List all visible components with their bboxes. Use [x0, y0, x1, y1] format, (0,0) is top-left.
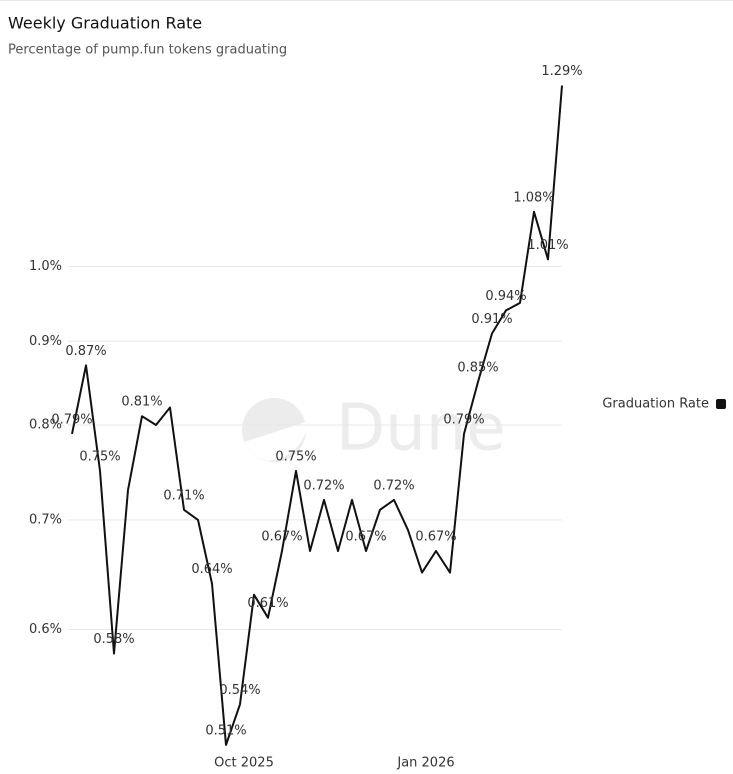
- y-tick-label: 0.6%: [29, 622, 62, 637]
- chart-subtitle: Percentage of pump.fun tokens graduating: [8, 43, 287, 58]
- data-label: 1.08%: [513, 190, 554, 205]
- data-label: 0.61%: [247, 596, 288, 611]
- chart-title: Weekly Graduation Rate: [8, 14, 202, 33]
- legend-swatch: [716, 399, 726, 409]
- data-label: 0.51%: [205, 723, 246, 738]
- x-tick-label: Jan 2026: [396, 756, 454, 771]
- data-label: 0.72%: [303, 478, 344, 493]
- data-label: 0.67%: [261, 530, 302, 545]
- watermark-logo-cut: [244, 422, 306, 461]
- x-tick-label: Oct 2025: [214, 756, 274, 771]
- data-label: 0.64%: [191, 562, 232, 577]
- data-label: 0.75%: [275, 449, 316, 464]
- data-label: 0.67%: [345, 530, 386, 545]
- data-label: 1.01%: [527, 238, 568, 253]
- data-label: 0.71%: [163, 488, 204, 503]
- data-label: 0.91%: [471, 312, 512, 327]
- y-tick-label: 1.0%: [29, 259, 62, 274]
- data-label: 0.79%: [51, 412, 92, 427]
- y-tick-label: 0.9%: [29, 334, 62, 349]
- y-tick-label: 0.8%: [29, 418, 62, 433]
- data-label: 0.94%: [485, 289, 526, 304]
- data-label: 0.58%: [93, 632, 134, 647]
- data-label: 0.87%: [65, 344, 106, 359]
- data-label: 0.85%: [457, 360, 498, 375]
- watermark: Dune: [242, 392, 506, 466]
- legend-label: Graduation Rate: [602, 397, 709, 412]
- data-label: 1.29%: [541, 64, 582, 79]
- line-series: [71, 85, 563, 746]
- y-tick-label: 0.7%: [29, 512, 62, 527]
- data-label: 0.72%: [373, 478, 414, 493]
- data-label: 0.75%: [79, 449, 120, 464]
- data-label: 0.67%: [415, 530, 456, 545]
- data-label: 0.54%: [219, 683, 260, 698]
- data-label: 0.79%: [443, 412, 484, 427]
- data-label: 0.81%: [121, 395, 162, 410]
- watermark-text: Dune: [336, 392, 506, 466]
